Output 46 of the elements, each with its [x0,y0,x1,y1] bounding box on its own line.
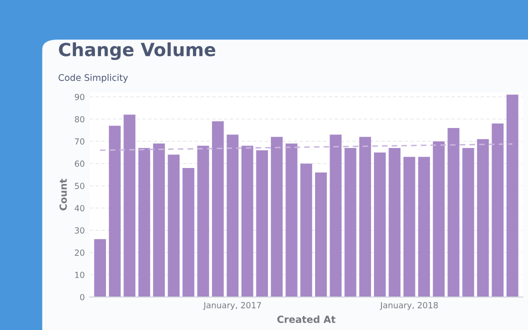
bar [462,148,474,297]
bar [418,156,430,297]
x-axis-title: Created At [277,315,336,324]
x-tick-label: January, 2018 [380,302,438,310]
bar [300,164,312,297]
y-tick-label: 60 [74,160,84,167]
y-axis-title: Count [60,178,67,210]
y-tick-label: 20 [74,250,84,256]
bar [359,136,372,297]
y-tick-label: 30 [74,227,84,234]
y-tick-label: 10 [75,272,84,278]
bar [197,146,210,297]
bar [477,139,489,297]
bar [448,128,460,297]
y-tick-label: 40 [74,205,84,212]
y-tick-label: 0 [80,294,84,300]
bar [153,144,165,297]
bar [315,172,327,297]
bar [506,94,518,297]
bar [138,148,150,297]
line-series [99,143,514,151]
y-tick-label: 70 [74,138,84,145]
bar [182,168,194,297]
bar [94,239,106,297]
chart-title: Change Volume [58,42,216,60]
bar [124,114,136,297]
bar [374,152,386,297]
bar [241,146,254,297]
bar [168,154,180,297]
y-tick-label: 50 [74,182,84,190]
bar [492,124,504,297]
bar [212,121,224,297]
bar [330,134,342,297]
bar [344,148,356,297]
y-tick-label: 80 [74,116,84,122]
bar [108,126,121,297]
bar [432,141,445,297]
bar [403,156,416,297]
bar [270,136,283,297]
bar [256,150,268,297]
bar [226,134,238,297]
bar [286,144,298,297]
chart-subtitle: Code Simplicity [58,74,128,83]
y-tick-label: 90 [74,94,84,100]
bar [388,148,400,297]
x-tick-label: January, 2017 [203,302,261,310]
